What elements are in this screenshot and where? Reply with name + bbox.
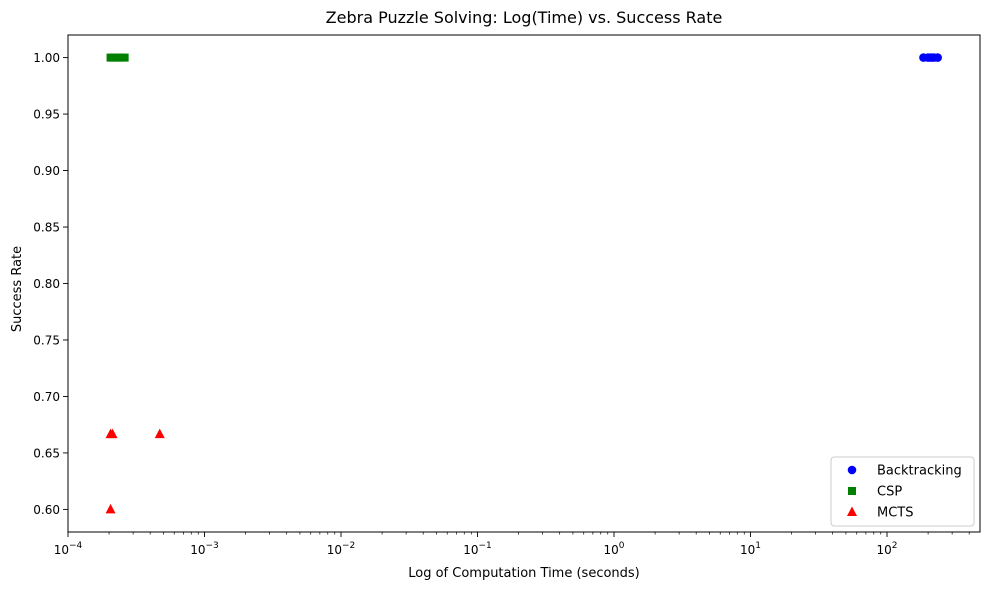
axes-frame [67, 34, 981, 533]
data-point-csp [120, 53, 129, 62]
legend-marker-mcts [847, 506, 857, 516]
y-tick-label: 0.95 [33, 108, 60, 122]
data-point-mcts [107, 428, 118, 439]
data-point-backtracking [933, 53, 942, 62]
legend: Backtracking CSP MCTS [830, 456, 975, 527]
legend-marker-backtracking [847, 465, 857, 475]
legend-label-backtracking: Backtracking [877, 464, 962, 479]
x-tick-label: 10−4 [54, 541, 83, 557]
x-tick-label: 100 [603, 541, 624, 557]
y-tick-label: 1.00 [33, 51, 60, 65]
y-tick-label: 0.65 [33, 446, 60, 460]
x-axis-label: Log of Computation Time (seconds) [408, 566, 640, 581]
x-tick-label: 101 [740, 541, 761, 557]
x-tick-label: 10−2 [327, 541, 356, 557]
plot-area: 10−4 10−3 10−2 10−1 100 101 102 0.60 0.65 0.70 0.7… [33, 34, 981, 557]
y-axis-label: Success Rate [10, 246, 25, 332]
legend-label-csp: CSP [877, 485, 902, 500]
y-tick-label: 0.60 [33, 503, 60, 517]
y-tick-label: 0.85 [33, 221, 60, 235]
data-point-mcts [105, 503, 116, 514]
data-point-mcts [154, 428, 165, 439]
x-tick-label: 10−1 [463, 541, 492, 557]
y-tick-label: 0.90 [33, 164, 60, 178]
x-tick-label: 10−3 [190, 541, 219, 557]
legend-box [830, 456, 975, 527]
x-tick-label: 102 [877, 541, 898, 557]
legend-marker-csp [848, 487, 856, 495]
chart-title: Zebra Puzzle Solving: Log(Time) vs. Succ… [326, 8, 723, 27]
y-tick-label: 0.80 [33, 277, 60, 291]
y-tick-label: 0.70 [33, 390, 60, 404]
y-tick-label: 0.75 [33, 333, 60, 347]
legend-label-mcts: MCTS [877, 506, 914, 521]
